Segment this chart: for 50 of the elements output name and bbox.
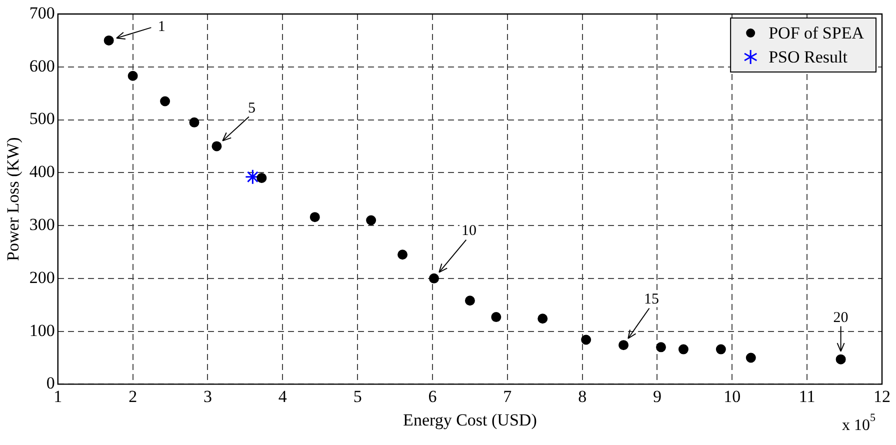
point — [464, 296, 475, 306]
x-tick-label: 11 — [798, 386, 816, 406]
x-tick-label: 5 — [353, 386, 362, 406]
annotation: 1 — [158, 18, 166, 35]
point — [746, 352, 756, 363]
x-tick-label: 10 — [724, 386, 741, 406]
y-tick-label: 600 — [29, 56, 55, 76]
point — [836, 354, 846, 364]
x-tick-label: 7 — [503, 386, 512, 406]
x-tick-label: 4 — [278, 386, 288, 406]
x-tick-label: 6 — [428, 386, 437, 406]
point — [128, 70, 138, 81]
x-tick-label: 2 — [128, 386, 138, 406]
y-tick-label: 300 — [29, 215, 55, 234]
y-tick-label: 500 — [29, 109, 55, 128]
y-tick-label: 100 — [29, 320, 55, 340]
point — [244, 169, 260, 185]
point — [160, 96, 170, 106]
annotation: 5 — [248, 100, 256, 117]
y-axis-title: Power Loss (KW) — [4, 137, 23, 261]
x-axis-title: Energy Cost (USD) — [403, 410, 537, 430]
point — [656, 342, 666, 352]
x-tick-label: 1 — [54, 386, 62, 406]
point — [618, 340, 629, 350]
x-tick-label: 9 — [652, 386, 662, 406]
point — [428, 273, 439, 284]
legend-label: POF of SPEA — [768, 23, 865, 42]
y-tick-label: 0 — [46, 374, 55, 393]
point — [398, 250, 408, 260]
point — [581, 334, 592, 345]
point — [104, 35, 114, 46]
point — [716, 344, 726, 354]
annotation: 10 — [461, 222, 476, 239]
point — [538, 314, 548, 324]
legend-label: PSO Result — [768, 47, 848, 66]
point — [189, 117, 200, 128]
y-tick-label: 400 — [29, 162, 55, 182]
annotation: 15 — [644, 292, 660, 308]
y-tick-label: 200 — [29, 268, 55, 287]
point — [310, 212, 320, 222]
point — [212, 141, 222, 152]
annotation: 20 — [833, 310, 848, 326]
x-tick-label: 3 — [203, 386, 212, 406]
y-tick-label: 700 — [29, 3, 55, 22]
point — [366, 215, 376, 226]
point — [491, 312, 502, 322]
x-tick-label: 12 — [874, 386, 890, 406]
point — [256, 172, 267, 183]
point — [678, 344, 688, 354]
x-tick-label: 8 — [578, 386, 587, 406]
